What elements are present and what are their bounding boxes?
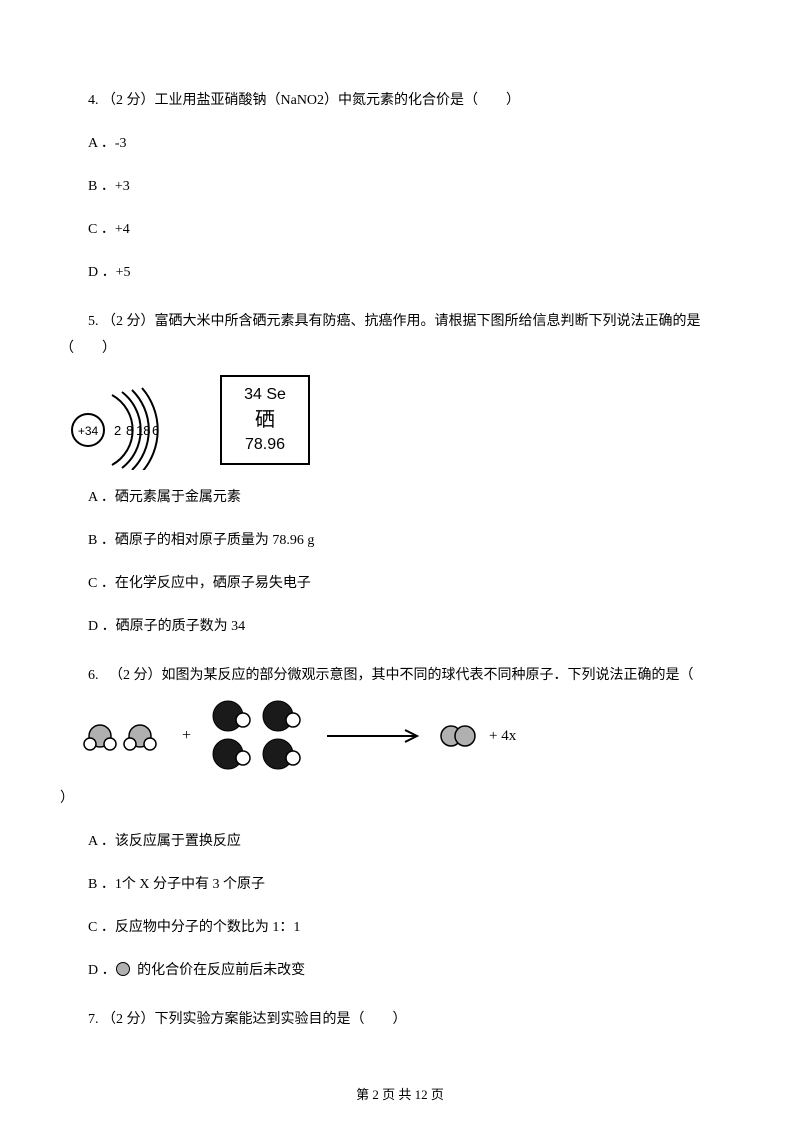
svg-text:2: 2: [114, 423, 121, 438]
q6-d-text: 的化合价在反应前后未改变: [134, 963, 306, 978]
svg-text:6: 6: [152, 423, 159, 438]
q4-option-c: C ．+4: [60, 219, 740, 240]
q4-option-d: D ．+5: [60, 262, 740, 283]
q6-option-d: D ． 的化合价在反应前后未改变: [60, 960, 740, 981]
q5-option-b: B ．硒原子的相对原子质量为 78.96 g: [60, 530, 740, 551]
element-name: 硒: [255, 406, 275, 434]
reactant-2: [203, 696, 313, 776]
q5-paren: （ ）: [60, 338, 740, 359]
q5-option-d: D ．硒原子的质子数为 34: [60, 616, 740, 637]
q6-option-b: B ．1个 X 分子中有 3 个原子: [60, 874, 740, 895]
plus-sign: +: [182, 724, 191, 748]
element-symbol: Se: [266, 386, 286, 403]
element-top-row: 34 Se: [244, 384, 286, 406]
product-molecule: [437, 721, 477, 751]
gray-atom-icon: [116, 962, 130, 976]
element-number: 34: [244, 386, 262, 403]
q6-d-prefix: D ．: [88, 963, 116, 978]
q5-options: A ．硒元素属于金属元素 B ．硒原子的相对原子质量为 78.96 g C ．在…: [60, 487, 740, 637]
reaction-arrow-icon: [325, 726, 425, 746]
q5-option-a: A ．硒元素属于金属元素: [60, 487, 740, 508]
q5-diagram-row: +34 2 8 18 6 34 Se 硒 78.96: [60, 375, 740, 465]
question-6: 6. （2 分）如图为某反应的部分微观示意图，其中不同的球代表不同种原子．下列说…: [60, 665, 740, 981]
nucleus-label: +34: [78, 424, 99, 438]
q6-text: 6. （2 分）如图为某反应的部分微观示意图，其中不同的球代表不同种原子．下列说…: [60, 665, 740, 686]
reaction-diagram: +: [80, 696, 516, 776]
element-mass: 78.96: [245, 434, 285, 456]
q6-option-a: A ．该反应属于置换反应: [60, 831, 740, 852]
product-suffix: + 4x: [489, 725, 516, 748]
element-info-box: 34 Se 硒 78.96: [220, 375, 310, 465]
svg-text:8: 8: [126, 423, 133, 438]
svg-text:18: 18: [136, 423, 150, 438]
q4-option-a: A ．-3: [60, 133, 740, 154]
question-5: 5. （2 分）富硒大米中所含硒元素具有防癌、抗癌作用。请根据下图所给信息判断下…: [60, 311, 740, 637]
q7-text: 7. （2 分）下列实验方案能达到实验目的是（ ）: [60, 1009, 740, 1030]
question-7: 7. （2 分）下列实验方案能达到实验目的是（ ）: [60, 1009, 740, 1030]
q6-paren: ）: [60, 788, 740, 809]
q5-text: 5. （2 分）富硒大米中所含硒元素具有防癌、抗癌作用。请根据下图所给信息判断下…: [60, 311, 740, 332]
q6-option-c: C ．反应物中分子的个数比为 1：1: [60, 917, 740, 938]
atom-structure-diagram: +34 2 8 18 6: [60, 380, 200, 460]
reactant-1: [80, 711, 170, 761]
q4-text: 4. （2 分）工业用盐亚硝酸钠（NaNO2）中氮元素的化合价是（ ）: [60, 90, 740, 111]
page-footer: 第 2 页 共 12 页: [60, 1085, 740, 1105]
q5-option-c: C ．在化学反应中，硒原子易失电子: [60, 573, 740, 594]
q4-option-b: B ．+3: [60, 176, 740, 197]
question-4: 4. （2 分）工业用盐亚硝酸钠（NaNO2）中氮元素的化合价是（ ） A ．-…: [60, 90, 740, 283]
